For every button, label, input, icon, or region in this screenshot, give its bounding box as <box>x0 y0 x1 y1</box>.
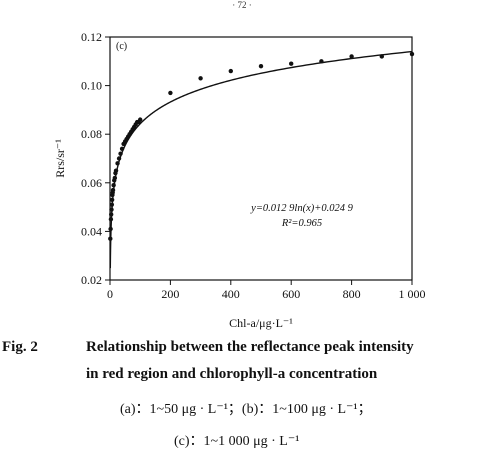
y-tick-label: 0.12 <box>81 30 102 44</box>
x-axis-ticks: 0 200 400 600 800 1 000 <box>107 280 426 301</box>
data-point <box>109 212 114 217</box>
data-point <box>108 217 114 222</box>
data-point <box>168 90 173 96</box>
fit-curve <box>109 50 413 269</box>
y-axis-ticks: 0.02 0.04 0.06 0.08 0.10 0.12 <box>81 30 110 287</box>
x-axis-title: Chl-a/μg·L⁻¹ <box>229 316 293 330</box>
y-axis-title: Rrs/sr⁻¹ <box>53 139 67 178</box>
x-tick-label: 600 <box>282 287 300 301</box>
caption-title-line-1: Relationship between the reflectance pea… <box>86 339 414 355</box>
data-point <box>289 61 294 66</box>
caption-subtitle-line-2: (c)：1~1 000 μg · L⁻¹ <box>174 434 300 449</box>
data-point <box>116 156 122 161</box>
data-point <box>118 151 123 156</box>
fit-equation: y=0.012 9ln(x)+0.024 9 <box>250 203 353 214</box>
chart: 0 200 400 600 800 1 000 0.020.040.060.080.100… <box>53 30 426 330</box>
data-point <box>409 51 415 57</box>
caption-title-line-2: in red region and chlorophyll-a concentr… <box>86 366 378 382</box>
data-point <box>108 226 113 232</box>
caption-figure-label: Fig. 2 <box>2 339 38 355</box>
page-number: · 72 · <box>232 0 252 10</box>
panel-label: (c) <box>116 41 127 52</box>
x-tick-label: 1 000 <box>399 287 426 301</box>
data-point <box>138 117 143 122</box>
data-point <box>119 146 125 151</box>
y-tick-label: 0.02 <box>81 273 102 287</box>
data-points <box>108 51 415 241</box>
data-point <box>111 183 116 188</box>
x-tick-label: 0 <box>107 287 113 301</box>
data-point <box>349 54 354 59</box>
y-tick-label: 0.10 <box>81 79 102 93</box>
data-point <box>115 161 120 166</box>
x-tick-label: 400 <box>222 287 240 301</box>
data-point <box>109 202 115 207</box>
data-point <box>319 59 324 64</box>
data-point <box>109 207 114 212</box>
chart-axes <box>109 36 413 281</box>
plot-frame <box>109 36 413 281</box>
x-tick-label: 200 <box>161 287 179 301</box>
caption-subtitle-line-1: (a)：1~50 μg · L⁻¹；(b)：1~100 μg · L⁻¹； <box>120 402 372 417</box>
y-tick-label: 0.04 <box>81 224 102 238</box>
data-point <box>228 68 233 74</box>
data-point <box>198 76 203 81</box>
data-point <box>112 175 118 181</box>
data-point <box>379 54 384 59</box>
data-point <box>109 197 115 203</box>
data-point <box>113 168 119 173</box>
x-tick-label: 800 <box>343 287 361 301</box>
y-tick-label: 0.06 <box>81 176 102 190</box>
data-point <box>110 187 116 193</box>
fit-r-squared: R²=0.965 <box>281 218 322 229</box>
y-tick-label: 0.08 <box>81 127 102 141</box>
data-point <box>258 63 264 69</box>
data-point <box>108 236 113 241</box>
